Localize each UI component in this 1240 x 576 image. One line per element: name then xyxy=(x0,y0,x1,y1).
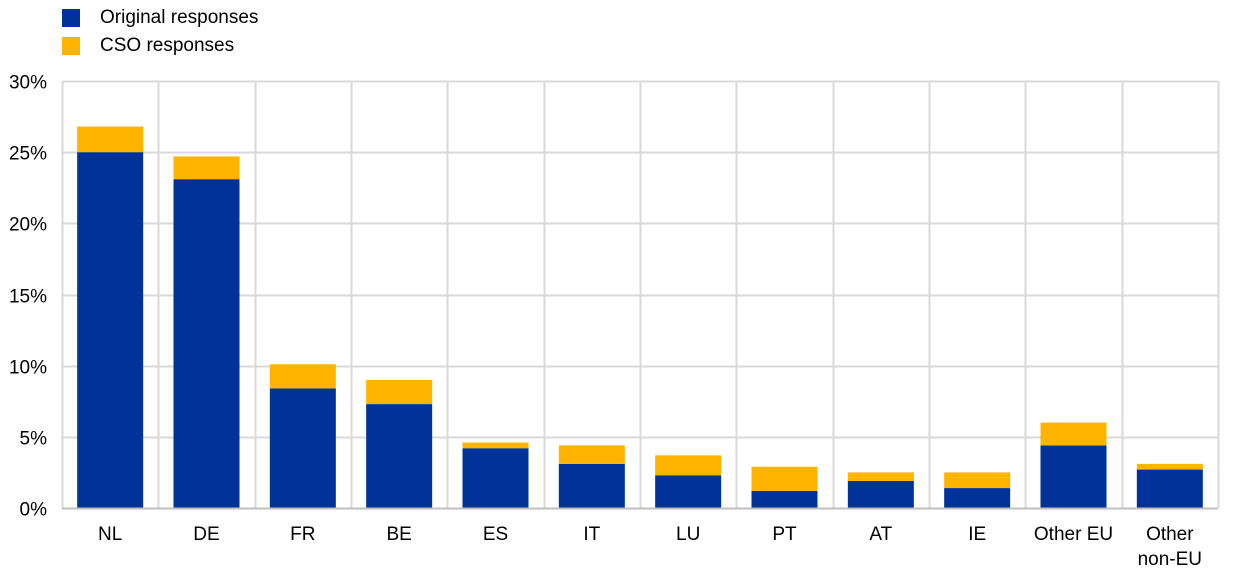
x-tick-label: FR xyxy=(290,524,315,545)
bar-cso-responses xyxy=(558,445,625,464)
bar-original-responses xyxy=(269,388,336,508)
bar-cso-responses xyxy=(655,455,722,476)
legend-item-cso: CSO responses xyxy=(62,32,258,60)
y-tick-label: 10% xyxy=(9,358,47,379)
legend-label-original: Original responses xyxy=(100,7,259,28)
legend-item-original: Original responses xyxy=(62,4,258,32)
bar-cso-responses xyxy=(269,364,336,389)
x-tick-label: IE xyxy=(968,524,986,545)
bar-cso-responses xyxy=(462,442,529,449)
y-tick-label: 5% xyxy=(20,429,48,450)
x-tick-label: DE xyxy=(193,524,219,545)
legend-swatch-cso xyxy=(62,37,80,55)
bar-cso-responses xyxy=(77,126,144,153)
y-tick-label: 30% xyxy=(9,73,47,94)
x-tick-label: Other xyxy=(1146,524,1194,545)
x-tick-label: IT xyxy=(583,524,600,545)
legend-swatch-original xyxy=(62,9,80,27)
y-tick-label: 0% xyxy=(20,500,48,521)
x-tick-label: BE xyxy=(386,524,411,545)
y-tick-label: 15% xyxy=(9,287,47,308)
bar-original-responses xyxy=(847,480,914,508)
x-tick-label: LU xyxy=(676,524,700,545)
x-tick-label: ES xyxy=(483,524,508,545)
bar-cso-responses xyxy=(751,466,818,491)
bar-original-responses xyxy=(944,488,1011,508)
y-tick-label: 20% xyxy=(9,215,47,236)
bar-original-responses xyxy=(558,463,625,508)
x-tick-label: NL xyxy=(98,524,122,545)
bar-original-responses xyxy=(1040,445,1107,508)
bar-original-responses xyxy=(366,404,433,508)
legend-label-cso: CSO responses xyxy=(100,35,235,56)
bar-cso-responses xyxy=(366,379,433,405)
y-tick-label: 25% xyxy=(9,144,47,165)
bar-cso-responses xyxy=(173,156,240,180)
bar-original-responses xyxy=(1136,469,1203,508)
legend: Original responses CSO responses xyxy=(62,4,258,60)
bar-original-responses xyxy=(462,448,529,508)
x-tick-label: non-EU xyxy=(1138,549,1202,570)
x-tick-label: Other EU xyxy=(1034,524,1113,545)
x-tick-label: PT xyxy=(772,524,797,545)
bar-cso-responses xyxy=(944,472,1011,489)
bar-cso-responses xyxy=(1040,422,1107,446)
x-tick-label: AT xyxy=(869,524,892,545)
bar-original-responses xyxy=(655,475,722,508)
bar-cso-responses xyxy=(847,472,914,481)
bar-cso-responses xyxy=(1136,463,1203,470)
bar-original-responses xyxy=(173,179,240,508)
bar-original-responses xyxy=(751,490,818,508)
bar-original-responses xyxy=(77,152,144,508)
